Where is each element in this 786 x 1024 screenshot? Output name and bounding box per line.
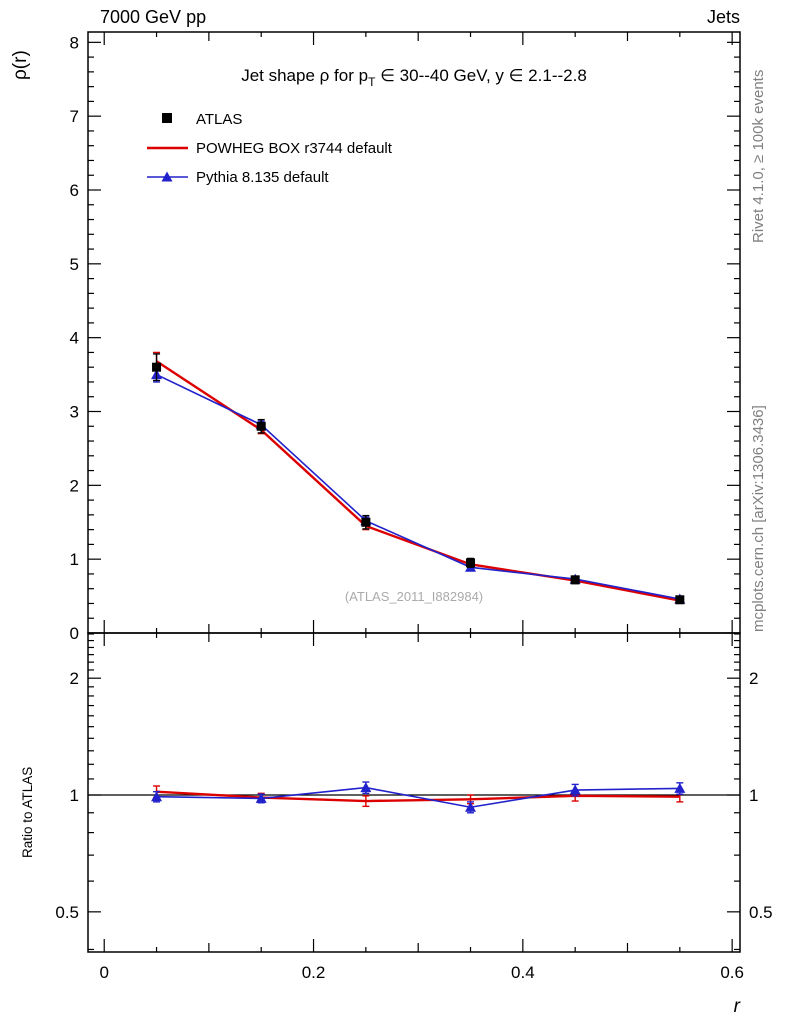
y-tick-label-top: 6 — [70, 181, 79, 200]
legend-item-atlas: ATLAS — [162, 111, 242, 128]
y-axis-title-top: ρ(r) — [10, 50, 31, 80]
y-tick-label-top: 3 — [70, 403, 79, 422]
y-tick-label-ratio-left: 0.5 — [55, 903, 79, 922]
y-tick-label-top: 0 — [70, 624, 79, 643]
plot-title-sub: T — [368, 75, 376, 89]
legend-label-powheg: POWHEG BOX r3744 default — [196, 140, 393, 157]
atlas-square-marker-icon — [162, 113, 172, 123]
y-tick-label-ratio-right: 0.5 — [749, 903, 773, 922]
header-analysis-group: Jets — [707, 7, 740, 27]
y-tick-label-ratio-left: 2 — [70, 669, 79, 688]
y-tick-label-ratio-left: 1 — [70, 786, 79, 805]
y-tick-label-top: 1 — [70, 550, 79, 569]
y-tick-label-top: 8 — [70, 33, 79, 52]
header-beam-energy: 7000 GeV pp — [100, 7, 206, 27]
ratio-panel: 0.5 0.5 1 1 2 2 0 0.2 0.4 0.6 — [55, 633, 773, 982]
plot-title-pre: Jet shape ρ for p — [241, 66, 368, 85]
series-atlas — [152, 353, 685, 605]
legend: ATLAS POWHEG BOX r3744 default Pythia 8.… — [147, 111, 393, 186]
x-axis-title: r — [734, 996, 741, 1017]
legend-item-pythia: Pythia 8.135 default — [147, 169, 329, 186]
y-tick-label-ratio-right: 1 — [749, 786, 758, 805]
plot-title: Jet shape ρ for pT ∈ 30--40 GeV, y ∈ 2.1… — [241, 66, 587, 89]
top-panel: 0 1 2 3 4 5 6 7 8 — [70, 32, 740, 643]
legend-item-powheg: POWHEG BOX r3744 default — [147, 140, 393, 157]
legend-label-pythia: Pythia 8.135 default — [196, 169, 329, 186]
y-axis-title-ratio: Ratio to ATLAS — [20, 767, 35, 858]
x-tick-label: 0 — [99, 963, 108, 982]
y-tick-label-top: 2 — [70, 476, 79, 495]
ratio-series-pythia — [151, 781, 686, 814]
series-pythia — [151, 366, 686, 604]
y-tick-label-top: 5 — [70, 255, 79, 274]
chart-canvas: 0 1 2 3 4 5 6 7 8 0.5 0.5 1 1 2 2 0 0.2 0.4 0.6 — [55, 31, 773, 982]
plot-title-post: ∈ 30--40 GeV, y ∈ 2.1--2.8 — [375, 66, 586, 85]
y-tick-label-top: 7 — [70, 107, 79, 126]
analysis-id-watermark: (ATLAS_2011_I882984) — [345, 589, 483, 604]
pythia-triangle-marker-icon — [161, 171, 173, 182]
mcplots-reference-note: mcplots.cern.ch [arXiv:1306.3436] — [750, 405, 767, 632]
x-tick-label: 0.2 — [302, 963, 326, 982]
x-tick-label: 0.4 — [511, 963, 535, 982]
y-tick-label-top: 4 — [70, 329, 79, 348]
series-powheg — [153, 351, 684, 603]
rivet-version-note: Rivet 4.1.0, ≥ 100k events — [750, 70, 767, 243]
ratio-panel-frame — [87, 632, 741, 953]
y-tick-label-ratio-right: 2 — [749, 669, 758, 688]
x-tick-label: 0.6 — [720, 963, 744, 982]
legend-label-atlas: ATLAS — [196, 111, 242, 128]
